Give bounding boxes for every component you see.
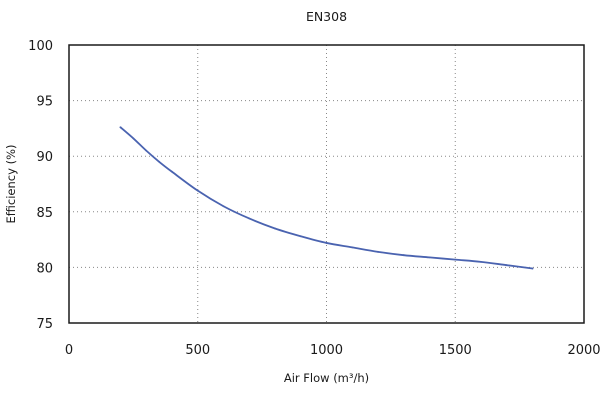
data-point xyxy=(171,170,173,173)
data-point xyxy=(119,126,122,129)
y-tick-label: 95 xyxy=(36,95,53,110)
plot-frame xyxy=(68,44,585,324)
data-point xyxy=(274,227,276,230)
series-layer xyxy=(119,126,534,270)
data-point xyxy=(454,258,457,261)
chart-title: EN308 xyxy=(306,9,347,24)
data-point xyxy=(132,137,135,140)
x-tick-label: 1500 xyxy=(439,343,472,358)
x-tick-label: 500 xyxy=(185,343,210,358)
data-point xyxy=(325,242,328,244)
x-tick-label: 2000 xyxy=(567,343,600,358)
data-point xyxy=(351,246,354,249)
data-point xyxy=(158,160,161,163)
x-axis-label: Air Flow (m³/h) xyxy=(284,371,369,385)
data-point xyxy=(402,254,405,257)
y-axis-label: Efficiency (%) xyxy=(4,145,18,224)
y-tick-label: 85 xyxy=(36,206,53,221)
y-tick-labels: 75 80 85 90 95 100 xyxy=(28,39,53,332)
x-tick-labels: 0 500 1000 1500 2000 xyxy=(65,343,601,358)
data-point xyxy=(299,235,302,238)
data-point xyxy=(248,217,251,220)
grid xyxy=(69,45,584,323)
y-tick-label: 90 xyxy=(36,150,53,165)
y-tick-label: 75 xyxy=(36,317,53,332)
data-point xyxy=(480,260,482,263)
data-point xyxy=(505,264,508,267)
data-point xyxy=(222,205,225,208)
data-point xyxy=(196,189,199,192)
data-point xyxy=(531,267,534,270)
x-tick-label: 0 xyxy=(65,343,73,358)
data-point xyxy=(377,250,379,253)
data-point xyxy=(145,149,148,152)
data-point xyxy=(428,256,431,259)
y-tick-label: 80 xyxy=(36,261,53,276)
x-tick-label: 1000 xyxy=(310,343,343,358)
y-tick-label: 100 xyxy=(28,39,53,54)
